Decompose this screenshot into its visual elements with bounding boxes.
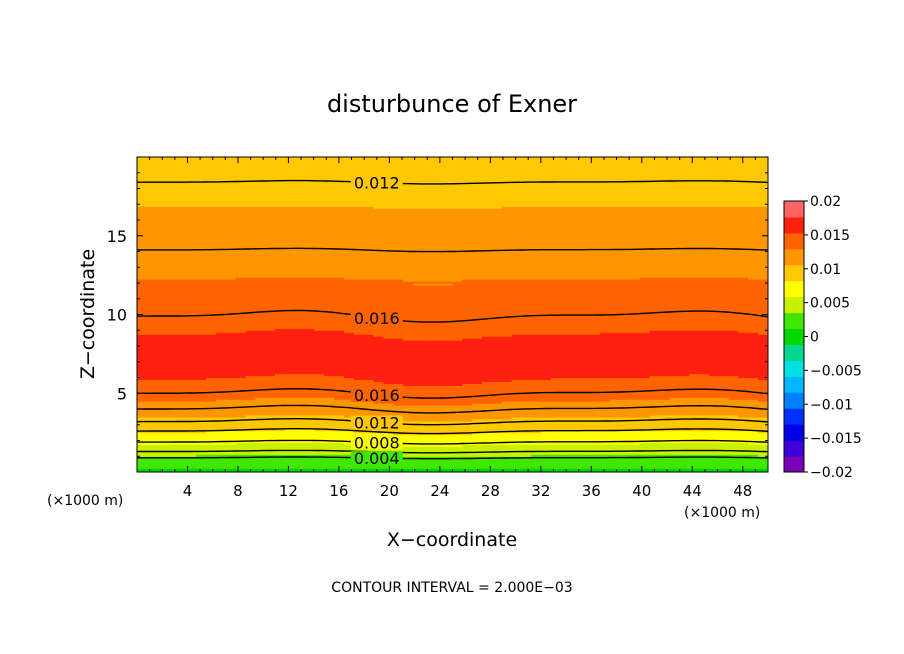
colorbar-swatch-5 <box>784 376 804 393</box>
y-tick-label-10: 10 <box>107 306 127 325</box>
contour-label-0: 0.004 <box>354 449 400 468</box>
colorbar: 0.02 0.015 0.01 0.005 0 −0.005 −0.01 −0.015 −0.0… <box>783 194 862 481</box>
contour-line-3 <box>137 428 768 435</box>
colorbar-swatch-15 <box>784 216 804 234</box>
contour-label-2: 0.008 <box>354 434 400 453</box>
colorbar-tick-label-0: 0.02 <box>810 194 841 210</box>
x-tick-label-8: 8 <box>233 482 243 500</box>
plot-fill <box>137 157 768 472</box>
y-tick-label-15: 15 <box>107 227 127 246</box>
colorbar-tick-label-5: −0.005 <box>810 363 862 379</box>
colorbar-swatch-9 <box>784 312 804 330</box>
colorbar-swatch-7 <box>784 344 804 361</box>
colorbar-tick-label-8: −0.02 <box>810 465 853 481</box>
contour-line-9 <box>137 179 768 185</box>
x-tick-label-28: 28 <box>481 482 500 500</box>
contour-line-8 <box>137 247 768 253</box>
colorbar-tick-label-2: 0.01 <box>810 262 841 278</box>
contour-lines <box>137 179 768 460</box>
x-axis-label: X−coordinate <box>387 529 517 551</box>
contour-label-bg-0 <box>350 451 403 466</box>
x-tick-label-4: 4 <box>183 482 193 500</box>
x-tick-label-40: 40 <box>632 482 651 500</box>
colorbar-swatch-1 <box>784 440 804 457</box>
contour-line-2 <box>137 439 768 445</box>
contour-label-bg-2 <box>350 435 403 450</box>
x-tick-label-24: 24 <box>430 482 449 500</box>
y-axis-label: Z−coordinate <box>77 249 99 379</box>
x-tick-label-32: 32 <box>531 482 550 500</box>
x-unit-label-right: (×1000 m) <box>684 505 760 521</box>
contour-line-1 <box>137 449 768 454</box>
y-axis: 5 10 15 <box>107 172 768 457</box>
colorbar-swatch-11 <box>784 280 804 298</box>
colorbar-swatch-12 <box>784 264 804 282</box>
x-unit-label-left: (×1000 m) <box>47 493 123 509</box>
contour-label-bg-6 <box>350 387 403 402</box>
contour-line-6 <box>137 388 768 399</box>
contour-line-7 <box>137 309 768 323</box>
x-tick-label-20: 20 <box>380 482 399 500</box>
x-tick-label-48: 48 <box>733 482 752 500</box>
colorbar-tick-label-3: 0.005 <box>810 296 850 312</box>
colorbar-swatch-4 <box>784 392 804 409</box>
colorbar-swatch-14 <box>784 232 804 250</box>
colorbar-swatch-2 <box>784 424 804 441</box>
contour-line-4 <box>137 418 768 426</box>
x-tick-label-12: 12 <box>279 482 298 500</box>
x-tick-label-16: 16 <box>329 482 348 500</box>
chart-title: disturbunce of Exner <box>327 90 577 118</box>
colorbar-swatch-6 <box>784 360 804 377</box>
contour-label-6: 0.016 <box>354 386 400 405</box>
colorbar-swatch-0 <box>784 456 804 473</box>
contour-label-bg-7 <box>350 310 403 325</box>
colorbar-tick-label-7: −0.015 <box>810 431 862 447</box>
colorbar-tick-label-1: 0.015 <box>810 228 850 244</box>
contour-label-9: 0.012 <box>354 174 400 193</box>
contour-label-4: 0.012 <box>354 414 400 433</box>
contour-label-bg-4 <box>350 415 403 430</box>
colorbar-swatch-8 <box>784 328 804 345</box>
contour-label-7: 0.016 <box>354 309 400 328</box>
colorbar-swatch-16 <box>784 201 804 218</box>
x-tick-label-36: 36 <box>582 482 601 500</box>
colorbar-swatch-10 <box>784 296 804 314</box>
contour-label-bg-9 <box>350 175 403 190</box>
x-axis: 4 8 12 16 20 24 28 32 36 40 44 48 <box>149 157 756 500</box>
colorbar-tick-label-4: 0 <box>810 330 819 346</box>
contour-line-0 <box>137 456 768 460</box>
colorbar-swatch-3 <box>784 408 804 425</box>
y-tick-label-5: 5 <box>117 384 127 403</box>
colorbar-tick-label-6: −0.01 <box>810 397 853 413</box>
contour-line-5 <box>137 404 768 414</box>
contour-interval-text: CONTOUR INTERVAL = 2.000E−03 <box>331 580 572 596</box>
x-tick-label-44: 44 <box>683 482 702 500</box>
colorbar-swatch-13 <box>784 248 804 266</box>
